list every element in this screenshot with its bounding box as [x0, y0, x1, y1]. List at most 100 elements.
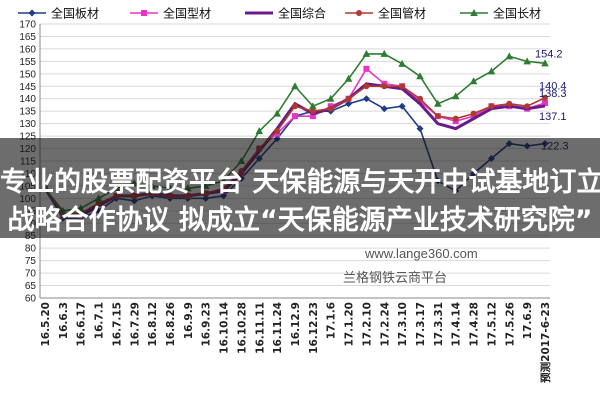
x-tick-label: 16.10.14 — [219, 302, 231, 354]
x-tick-label: 16.6.3 — [58, 302, 70, 339]
marker-triangle — [451, 92, 460, 100]
y-tick-label: 130 — [19, 119, 36, 130]
marker-diamond — [380, 105, 388, 113]
marker-circle — [452, 115, 459, 122]
marker-circle — [417, 95, 423, 102]
marker-triangle — [362, 49, 371, 57]
x-tick-label: 16.11.24 — [272, 302, 284, 354]
marker-square — [309, 113, 316, 120]
x-tick-label: 16.6.17 — [76, 302, 88, 347]
x-tick-label: 17.2.10 — [361, 302, 373, 347]
y-tick-label: 70 — [25, 269, 37, 280]
marker-circle — [434, 113, 441, 120]
x-tick-label: 17.5.26 — [504, 302, 516, 347]
marker-triangle — [380, 49, 389, 57]
x-tick-label: 17.4.28 — [469, 302, 481, 347]
y-tick-label: 150 — [19, 69, 36, 80]
y-tick-label: 75 — [25, 256, 37, 267]
y-tick-label: 165 — [19, 32, 36, 43]
marker-diamond — [362, 95, 370, 103]
legend-label: 全国综合 — [278, 6, 326, 21]
x-tick-label: 16.11.11 — [254, 302, 266, 354]
end-value-label: 137.1 — [539, 111, 567, 123]
marker-circle — [470, 110, 477, 117]
legend-label: 全国管材 — [378, 6, 426, 21]
x-tick-label: 17.1.20 — [344, 302, 356, 347]
x-tick-label: 17.3.31 — [433, 302, 445, 347]
marker-triangle — [398, 59, 406, 67]
marker-triangle — [434, 99, 442, 107]
x-tick-label: 16.12.23 — [308, 302, 320, 354]
x-tick-label: 16.8.12 — [147, 302, 159, 347]
legend-item: 全国板材 — [18, 6, 99, 21]
marker-circle — [488, 103, 495, 110]
legend-label: 全国板材 — [51, 6, 99, 21]
legend: 全国板材 全国型材 全国综合 全国管材 全国长材 — [18, 6, 541, 21]
marker-triangle — [541, 59, 549, 67]
y-tick-label: 155 — [19, 57, 36, 68]
y-tick-label: 60 — [25, 294, 37, 305]
marker-triangle — [273, 109, 281, 117]
marker-triangle — [309, 102, 317, 110]
marker-diamond — [398, 102, 406, 110]
watermark-brand: 兰格钢铁云商平台 — [343, 270, 447, 286]
marker-circle — [381, 83, 388, 90]
x-tick-label: 17.5.12 — [486, 302, 498, 347]
end-value-label: 138.3 — [539, 88, 567, 100]
x-tick-label: 16.5.20 — [40, 302, 52, 347]
x-tick-label: 17.3.10 — [397, 302, 409, 347]
legend-item: 全国型材 — [130, 6, 211, 21]
x-tick-label: 17.4.14 — [451, 302, 463, 347]
legend-item: 全国综合 — [245, 6, 326, 21]
legend-label: 全国长材 — [493, 6, 541, 21]
marker-circle — [506, 100, 513, 107]
headline-line-1: 专业的股票配资平台 天保能源与天开中试基地订立 — [0, 167, 600, 198]
end-value-label: 140.4 — [539, 81, 567, 93]
marker-circle — [292, 103, 298, 110]
watermark-url: www.lange360.com — [364, 246, 478, 261]
marker-triangle — [255, 127, 264, 135]
marker-triangle — [505, 52, 514, 60]
x-tick-label: 17.1.6 — [326, 302, 338, 339]
y-tick-label: 135 — [19, 107, 36, 118]
legend-item: 全国长材 — [460, 6, 541, 21]
marker-circle — [309, 108, 316, 115]
marker-circle — [327, 105, 334, 112]
y-tick-label: 145 — [19, 82, 36, 93]
headline-overlay — [0, 138, 600, 238]
marker-diamond — [416, 125, 424, 133]
marker-circle — [399, 83, 406, 90]
marker-triangle — [487, 67, 496, 75]
y-tick-label: 125 — [19, 132, 36, 143]
marker-triangle — [344, 74, 353, 82]
x-tick-label: 16.10.28 — [236, 302, 248, 354]
marker-square — [363, 65, 370, 72]
marker-square — [141, 10, 147, 16]
end-value-label: 154.2 — [535, 48, 563, 60]
marker-diamond — [345, 100, 353, 108]
x-tick-label: 16.7.15 — [111, 302, 123, 347]
marker-circle — [524, 103, 531, 110]
y-tick-label: 160 — [19, 44, 36, 55]
marker-triangle — [326, 94, 335, 102]
legend-item: 全国管材 — [345, 6, 426, 21]
watermark: www.lange360.com 兰格钢铁云商平台 — [343, 246, 478, 286]
x-tick-label: 16.7.29 — [129, 302, 141, 347]
y-tick-label: 170 — [19, 20, 36, 31]
x-tick-label: 16.12.9 — [290, 302, 302, 347]
headline-line-2: 战略合作协议 拟成立“天保能源产业技术研究院” — [7, 205, 593, 236]
marker-triangle — [470, 9, 478, 16]
x-tick-label: 17.2.24 — [379, 302, 391, 347]
x-tick-label: 16.9.23 — [201, 302, 213, 347]
marker-triangle — [416, 72, 424, 80]
y-tick-label: 80 — [25, 244, 37, 255]
legend-label: 全国型材 — [163, 6, 211, 21]
x-tick-label: 预测2017-6-23 — [539, 302, 552, 383]
marker-square — [542, 99, 548, 106]
y-tick-label: 140 — [19, 94, 36, 105]
marker-circle — [345, 95, 352, 102]
marker-circle — [356, 10, 362, 16]
marker-triangle — [469, 77, 478, 85]
x-tick-label: 16.9.9 — [183, 302, 195, 339]
marker-circle — [542, 94, 548, 101]
